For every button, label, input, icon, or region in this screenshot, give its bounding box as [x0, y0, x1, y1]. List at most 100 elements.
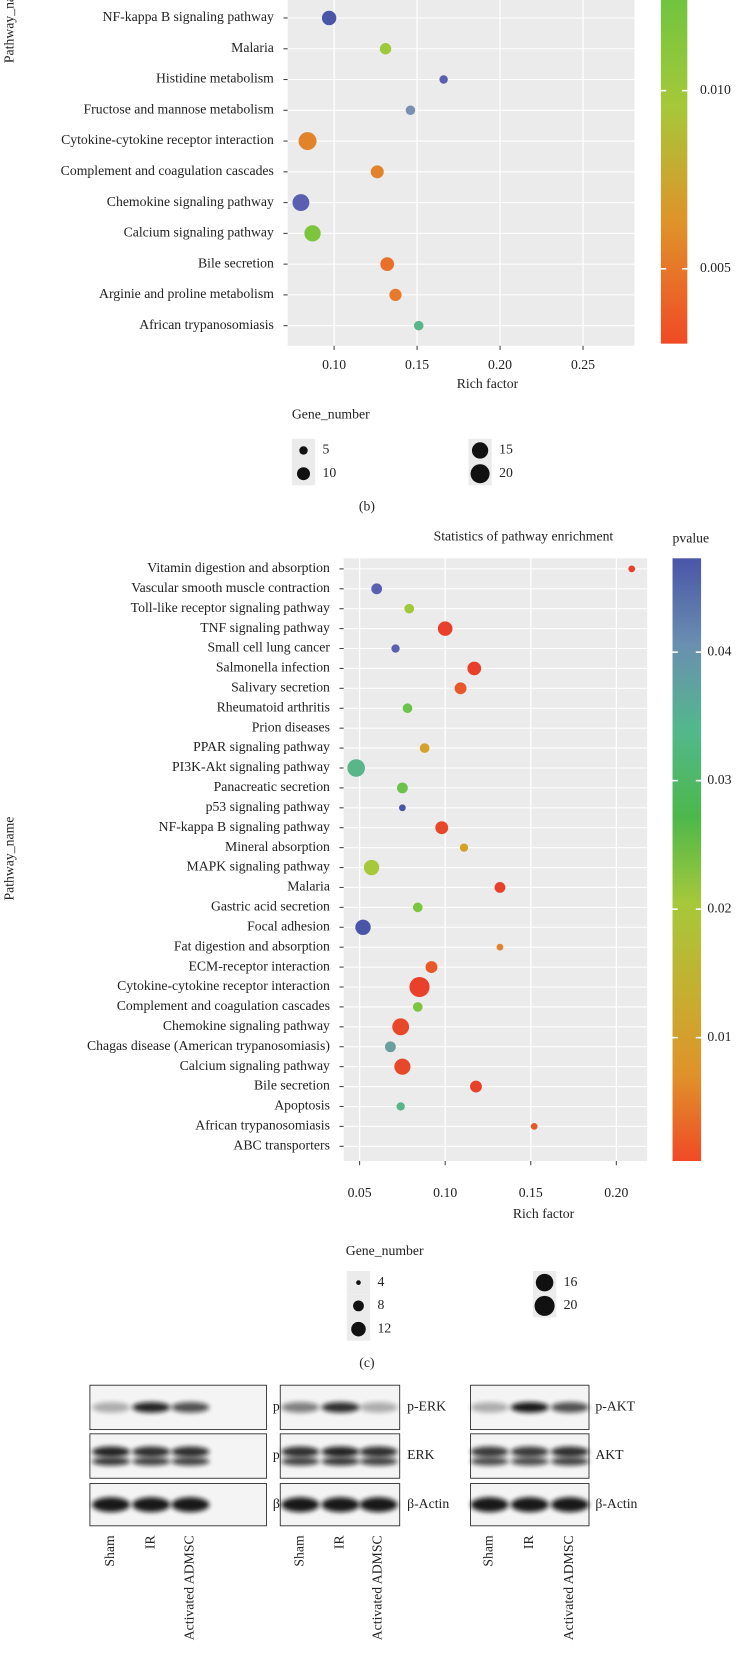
legend-label: 10	[323, 465, 337, 480]
bubble	[389, 288, 402, 302]
y-tick-label: Chemokine signaling pathway	[107, 194, 274, 209]
y-tick-label: Salmonella infection	[216, 660, 330, 675]
legend-label: 20	[564, 1297, 578, 1312]
legend-label: 4	[378, 1274, 385, 1289]
bubble	[494, 882, 506, 893]
blot-band	[510, 1457, 549, 1466]
y-tick-label: Cytokine-cytokine receptor interaction	[117, 978, 330, 993]
legend-dot	[470, 464, 490, 484]
blot-band	[281, 1457, 320, 1466]
legend-dot	[351, 1321, 366, 1337]
lane-label: Sham	[102, 1535, 117, 1567]
bubble	[384, 1041, 396, 1053]
blot-band	[281, 1402, 320, 1413]
colorbar-tick-label: 0.005	[700, 260, 731, 275]
blot-band	[359, 1497, 398, 1513]
y-tick-label: p53 signaling pathway	[206, 799, 330, 814]
blot-band	[171, 1457, 210, 1466]
panel-label: (b)	[359, 499, 375, 515]
bubble	[409, 976, 430, 998]
y-tick-label: Mineral absorption	[225, 839, 330, 854]
colorbar	[660, 0, 688, 344]
lane-label: Activated ADMSC	[182, 1535, 197, 1640]
bubble	[628, 565, 636, 573]
bubble	[380, 257, 395, 271]
legend-label: 8	[378, 1297, 385, 1312]
chart-title: Statistics of pathway enrichment	[434, 528, 614, 543]
blot-band	[359, 1402, 398, 1413]
y-tick-label: Chagas disease (American trypanosomiasis…	[87, 1038, 330, 1054]
colorbar-tick-label: 0.04	[707, 643, 731, 658]
blot-band	[92, 1402, 131, 1413]
blot-band	[359, 1446, 398, 1458]
y-tick-label: NF-kappa B signaling pathway	[159, 819, 330, 834]
bubble	[435, 821, 449, 835]
bubble	[402, 703, 413, 714]
y-tick-label: Small cell lung cancer	[208, 640, 331, 655]
lane-label: Activated ADMSC	[370, 1535, 385, 1640]
blot-band	[550, 1457, 589, 1466]
blot-label: p-AKT	[595, 1399, 635, 1414]
y-tick-label: Cytokine-cytokine receptor interaction	[61, 132, 274, 147]
x-tick-label: 0.10	[322, 357, 346, 372]
y-tick-label: Panacreatic secretion	[214, 779, 330, 794]
y-tick-label: Apoptosis	[274, 1098, 330, 1113]
bubble	[412, 1002, 423, 1012]
bubble	[321, 10, 337, 26]
blot-band	[321, 1497, 360, 1513]
bubble	[467, 661, 482, 676]
bubble	[425, 961, 438, 974]
legend-title: Gene_number	[346, 1243, 424, 1258]
y-tick-label: Vascular smooth muscle contraction	[131, 580, 330, 595]
y-tick-label: ECM-receptor interaction	[188, 958, 330, 973]
bubble	[399, 804, 406, 812]
y-tick-label: Complement and coagulation cascades	[61, 163, 274, 178]
blot-band	[132, 1402, 171, 1413]
bubble	[459, 843, 469, 852]
legend-dot	[356, 1280, 361, 1285]
y-tick-label: African trypanosomiasis	[139, 317, 274, 332]
lane-label: IR	[142, 1535, 157, 1550]
blot-band	[132, 1497, 171, 1513]
bubble	[304, 225, 321, 242]
legend-label: 12	[378, 1320, 392, 1335]
y-tick-label: Vitamin digestion and absorption	[147, 560, 330, 575]
bubble	[496, 943, 504, 951]
legend-label: 16	[564, 1274, 578, 1289]
y-axis-title: Pathway_name	[2, 817, 17, 901]
legend-dot	[299, 446, 308, 455]
x-tick-label: 0.20	[488, 357, 512, 372]
lane-label: Sham	[481, 1535, 496, 1567]
plot-background	[287, 0, 635, 346]
blot-label: β-Actin	[595, 1496, 637, 1511]
legend-label: 20	[499, 465, 513, 480]
bubble	[391, 644, 400, 653]
legend-dot	[535, 1273, 554, 1292]
bubble	[371, 583, 383, 595]
y-tick-label: Prion diseases	[252, 719, 330, 734]
y-tick-label: Chemokine signaling pathway	[163, 1018, 330, 1033]
bubble	[392, 1018, 410, 1036]
blot-band	[510, 1402, 549, 1413]
y-tick-label: Malaria	[287, 879, 330, 894]
y-tick-label: ABC transporters	[233, 1137, 330, 1152]
colorbar	[672, 558, 702, 1162]
blot-band	[470, 1497, 509, 1513]
bubble	[298, 132, 317, 151]
blot-band	[171, 1497, 210, 1513]
bubble	[404, 603, 415, 614]
bubble	[355, 919, 371, 935]
bubble	[405, 105, 416, 116]
blot-band	[171, 1446, 210, 1458]
bubble	[396, 782, 408, 794]
blot-band	[550, 1446, 589, 1458]
y-tick-label: Focal adhesion	[247, 918, 330, 933]
blot-band	[550, 1402, 589, 1413]
blot-band	[92, 1497, 131, 1513]
blot-band	[550, 1497, 589, 1513]
y-tick-label: TNF signaling pathway	[200, 620, 330, 635]
blot-band	[510, 1446, 549, 1458]
blot-band	[510, 1497, 549, 1513]
bubble	[470, 1080, 482, 1093]
